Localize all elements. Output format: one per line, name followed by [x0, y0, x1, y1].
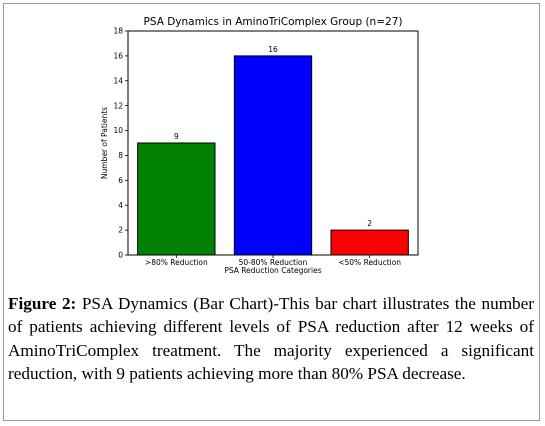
y-tick-label: 14 — [113, 76, 123, 85]
y-tick-label: 0 — [118, 251, 123, 260]
figure-caption: Figure 2: PSA Dynamics (Bar Chart)-This … — [8, 292, 534, 385]
chart-title: PSA Dynamics in AminoTriComplex Group (n… — [144, 16, 403, 28]
y-tick-label: 4 — [118, 201, 123, 210]
y-tick-label: 2 — [118, 226, 123, 235]
x-tick-label: <50% Reduction — [338, 258, 401, 267]
x-tick-label: 50-80% Reduction — [239, 258, 308, 267]
bar — [137, 142, 216, 256]
caption-text: PSA Dynamics (Bar Chart)-This bar chart … — [8, 294, 535, 383]
x-tick-label: >80% Reduction — [145, 258, 208, 267]
y-tick-label: 6 — [118, 176, 123, 185]
x-axis-label: PSA Reduction Categories — [224, 266, 321, 275]
bar-chart: PSA Dynamics in AminoTriComplex Group (n… — [100, 16, 419, 275]
y-tick-label: 16 — [113, 51, 123, 60]
bar — [330, 229, 409, 256]
y-axis-label: Number of Patients — [100, 107, 109, 179]
y-tick-label: 10 — [113, 126, 123, 135]
caption-label: Figure 2: — [8, 294, 77, 313]
y-tick-label: 8 — [118, 151, 123, 160]
plot-area — [127, 30, 419, 256]
y-tick-label: 18 — [113, 27, 123, 36]
y-tick-label: 12 — [113, 101, 123, 110]
bar-value-label: 2 — [367, 219, 372, 228]
bar-value-label: 16 — [268, 45, 278, 54]
bar-value-label: 9 — [174, 132, 179, 141]
bar — [233, 55, 313, 256]
